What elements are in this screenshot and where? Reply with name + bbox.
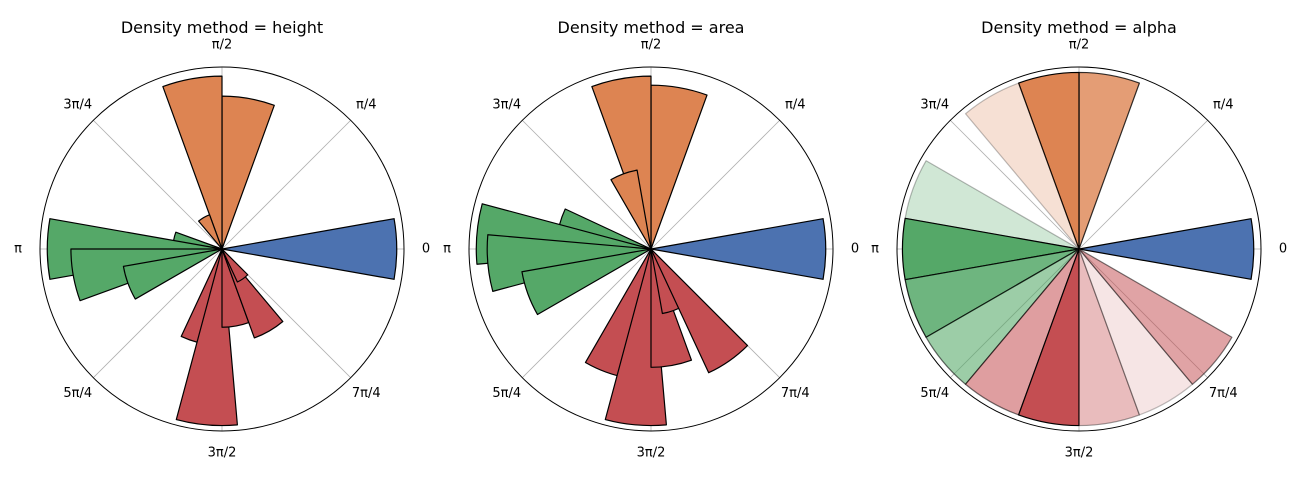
bar-group4-3 xyxy=(1078,248,1140,427)
theta-tick-label-1: π/4 xyxy=(785,97,805,112)
theta-tick-label-1: π/4 xyxy=(356,97,376,112)
bar-group2-3 xyxy=(964,82,1080,250)
theta-tick-label-0: 0 xyxy=(851,242,859,257)
bar-group1-1 xyxy=(650,218,827,280)
theta-tick-label-2: π/2 xyxy=(641,38,661,53)
bar-group2-1 xyxy=(650,84,708,250)
bar-group4-5 xyxy=(221,248,249,283)
panel-title: Density method = height xyxy=(121,18,323,37)
bar-group2-1 xyxy=(221,95,275,250)
grid-spoke-3 xyxy=(522,120,652,250)
bar-group4-5 xyxy=(1078,248,1233,385)
bar-group3-4 xyxy=(122,248,223,300)
bar-group2-3 xyxy=(198,214,223,250)
bar-group4-2 xyxy=(1018,248,1080,427)
theta-tick-label-6: 3π/2 xyxy=(637,446,666,461)
theta-tick-label-4: π xyxy=(871,242,879,257)
panel-title: Density method = alpha xyxy=(981,18,1177,37)
theta-tick-label-0: 0 xyxy=(1279,242,1287,257)
theta-tick-label-7: 7π/4 xyxy=(781,386,810,401)
grid-spoke-5 xyxy=(93,248,223,378)
theta-tick-label-0: 0 xyxy=(422,242,430,257)
theta-tick-label-6: 3π/2 xyxy=(1065,446,1094,461)
grid-spoke-1 xyxy=(221,120,351,250)
theta-tick-label-2: π/2 xyxy=(212,38,232,53)
polar-frame xyxy=(39,66,405,432)
theta-tick-label-3: 3π/4 xyxy=(920,97,949,112)
polar-panel-3: 0 π/4 π/2 3π/4 π 5π/4 3π/2 7π/4 Density method =… xyxy=(871,18,1287,461)
polar-frame xyxy=(896,66,1262,432)
polar-frame xyxy=(468,66,834,432)
polar-panel-2: 0 π/4 π/2 3π/4 π 5π/4 3π/2 7π/4 Density method =… xyxy=(443,18,859,461)
grid-spoke-1 xyxy=(650,120,780,250)
bar-group1-1 xyxy=(221,218,398,280)
bar-group2-2 xyxy=(162,75,223,250)
theta-tick-label-3: 3π/4 xyxy=(492,97,521,112)
bar-group2-1 xyxy=(1078,71,1140,250)
bar-group3-4 xyxy=(521,248,652,316)
theta-tick-label-3: 3π/4 xyxy=(63,97,92,112)
polar-panel-1: 0 π/4 π/2 3π/4 π 5π/4 3π/2 7π/4 Density method =… xyxy=(14,18,430,461)
theta-tick-label-4: π xyxy=(14,242,22,257)
grid-spoke-1 xyxy=(1078,120,1208,250)
theta-tick-label-7: 7π/4 xyxy=(1209,386,1238,401)
theta-tick-label-2: π/2 xyxy=(1069,38,1089,53)
theta-tick-label-5: 5π/4 xyxy=(492,386,521,401)
bar-group1-1 xyxy=(1078,218,1255,280)
bar-group4-5 xyxy=(650,248,749,374)
theta-tick-label-7: 7π/4 xyxy=(352,386,381,401)
theta-tick-label-6: 3π/2 xyxy=(208,446,237,461)
theta-tick-label-5: 5π/4 xyxy=(920,386,949,401)
grid-spoke-5 xyxy=(522,248,652,378)
bar-group2-2 xyxy=(1018,71,1080,250)
theta-tick-label-4: π xyxy=(443,242,451,257)
panel-title: Density method = area xyxy=(558,18,745,37)
grid-spoke-3 xyxy=(950,120,1080,250)
bar-group2-3 xyxy=(610,169,652,250)
theta-tick-label-5: 5π/4 xyxy=(63,386,92,401)
theta-tick-label-1: π/4 xyxy=(1213,97,1233,112)
grid-spoke-3 xyxy=(93,120,223,250)
